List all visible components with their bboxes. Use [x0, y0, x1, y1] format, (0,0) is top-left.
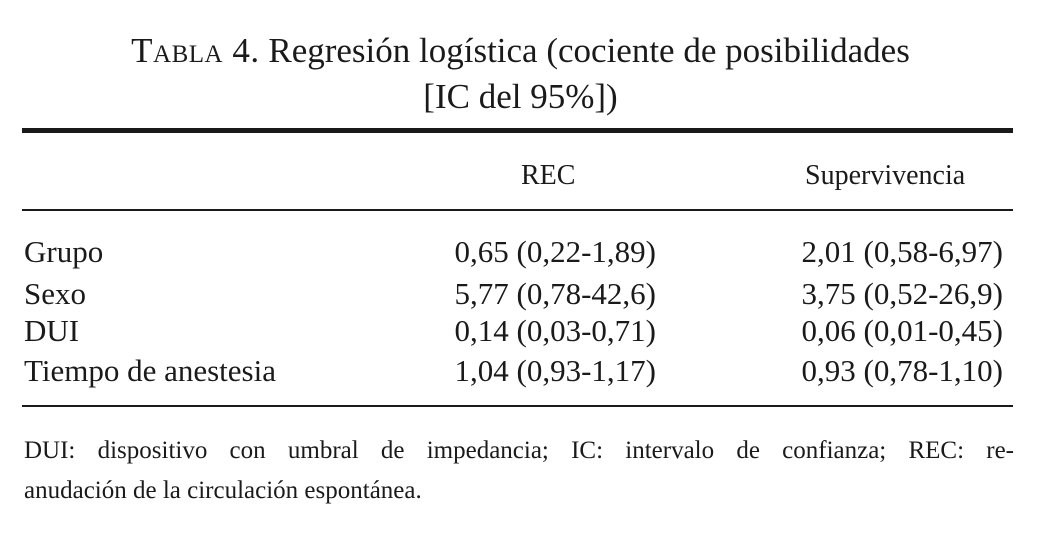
- row-label: DUI: [24, 313, 80, 348]
- table-row: Grupo 0,65 (0,22-1,89) 2,01 (0,58-6,97): [0, 233, 1041, 270]
- table-title-line-2: [IC del 95%]): [423, 77, 618, 116]
- header-rule: [22, 209, 1013, 211]
- row-label: Grupo: [24, 234, 104, 269]
- table-row: DUI 0,14 (0,03-0,71) 0,06 (0,01-0,45): [0, 312, 1041, 349]
- cell-supervivencia: 3,75 (0,52-26,9): [801, 276, 1003, 311]
- cell-rec: 0,14 (0,03-0,71): [454, 313, 656, 348]
- cell-supervivencia: 2,01 (0,58-6,97): [801, 234, 1003, 269]
- table-title-line-1: Tabla 4. Regresión logística (cociente d…: [0, 28, 1041, 74]
- table-label: Tabla 4.: [131, 31, 260, 70]
- row-label: Tiempo de anestesia: [24, 353, 276, 388]
- table-row: Tiempo de anestesia 1,04 (0,93-1,17) 0,9…: [0, 352, 1041, 389]
- cell-rec: 1,04 (0,93-1,17): [454, 353, 656, 388]
- column-header-supervivencia: Supervivencia: [805, 160, 966, 191]
- footnote-line-2: anudación de la circulación espontánea.: [24, 477, 422, 504]
- table-footnote: DUI: dispositivo con umbral de impedanci…: [24, 431, 1014, 511]
- top-rule: [22, 128, 1013, 133]
- column-header-rec: REC: [521, 160, 576, 191]
- cell-supervivencia: 0,06 (0,01-0,45): [801, 313, 1003, 348]
- cell-rec: 0,65 (0,22-1,89): [454, 234, 656, 269]
- footnote-line-1: DUI: dispositivo con umbral de impedanci…: [24, 437, 1014, 464]
- table-row: Sexo 5,77 (0,78-42,6) 3,75 (0,52-26,9): [0, 275, 1041, 312]
- cell-supervivencia: 0,93 (0,78-1,10): [801, 353, 1003, 388]
- cell-rec: 5,77 (0,78-42,6): [454, 276, 656, 311]
- table-title-text-1: Regresión logística (cociente de posibil…: [268, 31, 910, 70]
- table-title: Tabla 4. Regresión logística (cociente d…: [0, 28, 1041, 120]
- bottom-rule: [22, 405, 1013, 407]
- row-label: Sexo: [24, 276, 86, 311]
